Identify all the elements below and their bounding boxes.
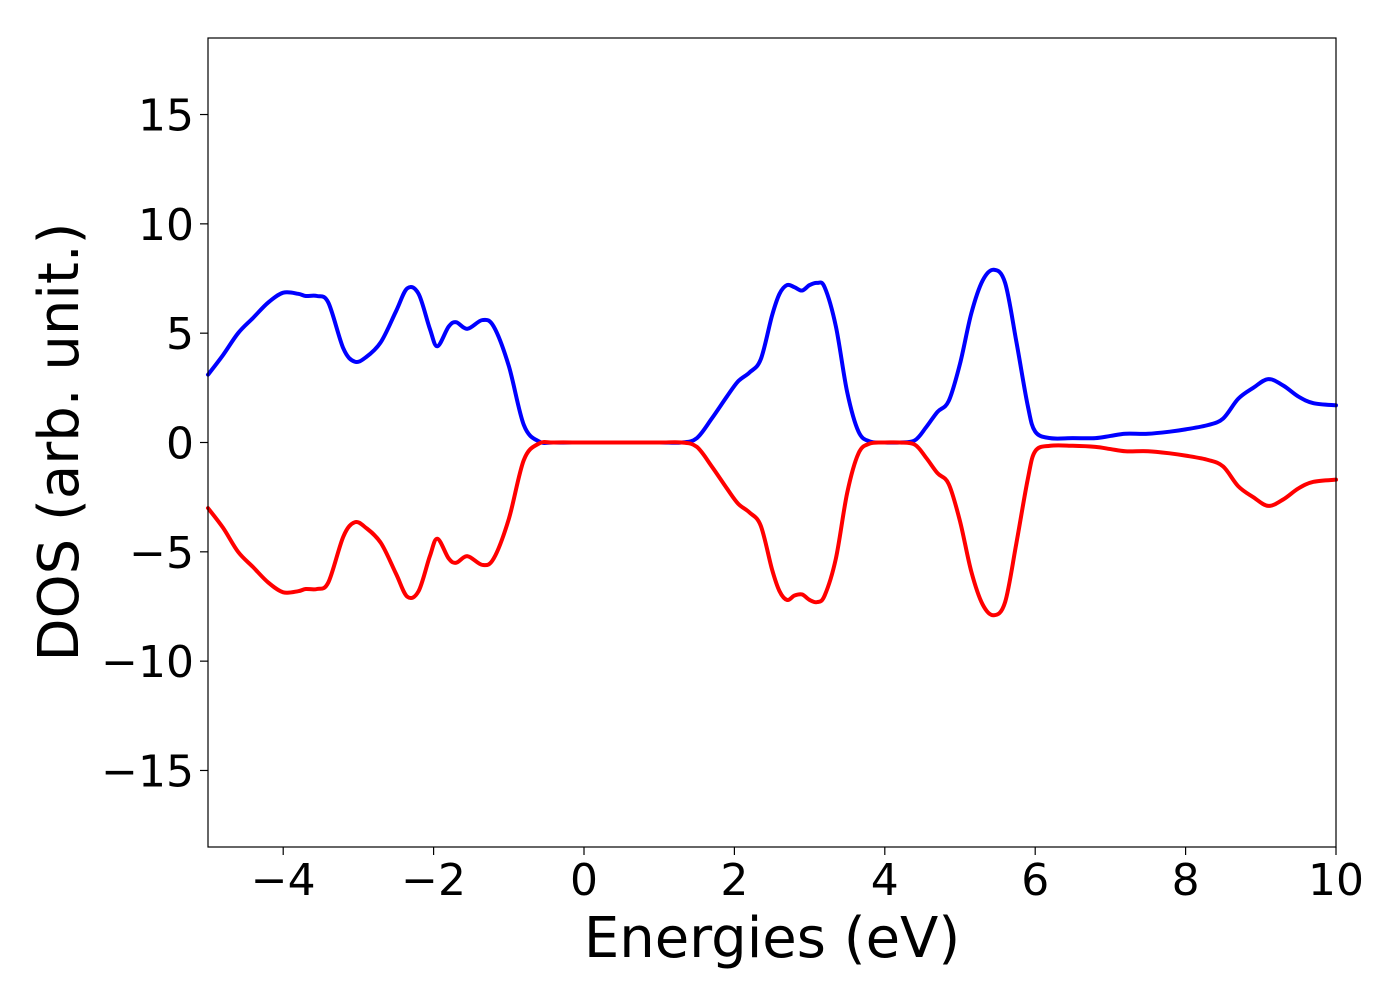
- y-axis: −15 −10 −5 0 5 10 15: [101, 91, 208, 797]
- y-tick-label: 5: [166, 309, 194, 360]
- y-axis-label: DOS (arb. unit.): [27, 222, 92, 661]
- x-tick-label: 6: [1021, 855, 1049, 906]
- x-tick-label: 2: [720, 855, 748, 906]
- x-tick-label: −2: [401, 855, 466, 906]
- x-tick-label: 10: [1308, 855, 1364, 906]
- x-tick-label: 4: [871, 855, 899, 906]
- series-layer: [206, 267, 1338, 618]
- y-tick-label: 15: [138, 91, 194, 142]
- y-tick-label: −5: [129, 528, 194, 579]
- y-tick-label: 10: [138, 200, 194, 251]
- x-axis-label: Energies (eV): [584, 906, 960, 971]
- series-line-2: [206, 440, 1338, 618]
- y-tick-label: 0: [166, 419, 194, 470]
- x-tick-label: 0: [570, 855, 598, 906]
- x-tick-label: 8: [1172, 855, 1200, 906]
- x-tick-label: −4: [251, 855, 316, 906]
- x-axis: −4 −2 0 2 4 6 8 10: [251, 847, 1364, 906]
- series-line-1: [206, 267, 1338, 445]
- y-tick-label: −15: [101, 746, 194, 797]
- y-tick-label: −10: [101, 637, 194, 688]
